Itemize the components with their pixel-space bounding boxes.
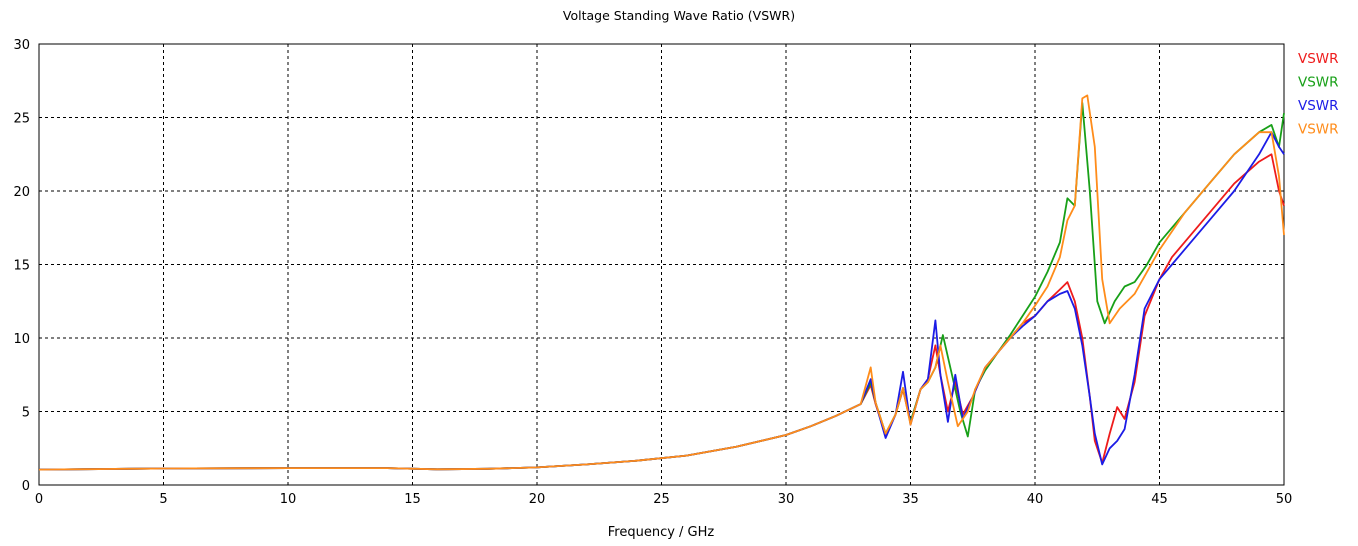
legend-entry-3: VSWR [1298,98,1339,114]
x-tick-label: 10 [280,492,297,507]
series-line-4 [38,94,1285,471]
y-tick-label: 25 [13,112,30,127]
y-tick-label: 0 [22,479,30,494]
x-tick-label: 0 [35,492,43,507]
x-tick-label: 45 [1151,492,1168,507]
x-tick-label: 50 [1276,492,1293,507]
y-tick-label: 10 [13,332,30,347]
legend-entry-2: VSWR [1298,75,1339,91]
x-tick-label: 30 [778,492,795,507]
y-tick-label: 5 [22,406,30,421]
x-tick-label: 40 [1027,492,1044,507]
legend-entry-4: VSWR [1298,122,1339,138]
plot-area [38,43,1285,486]
x-tick-label: 35 [902,492,919,507]
x-tick-label: 5 [159,492,167,507]
tick-labels: 0 5 10 15 20 25 30 35 40 45 50 0 5 10 15 20 25 30 [13,38,1292,507]
series-lines [38,94,1285,471]
chart-title: Voltage Standing Wave Ratio (VSWR) [563,8,795,23]
y-tick-label: 15 [13,259,30,274]
legend: VSWR VSWR VSWR VSWR [1298,51,1339,138]
x-tick-label: 25 [653,492,670,507]
x-axis-label: Frequency / GHz [608,525,715,540]
grid-lines [39,44,1284,485]
legend-entry-1: VSWR [1298,51,1339,67]
x-tick-label: 20 [529,492,546,507]
y-tick-label: 20 [13,185,30,200]
y-tick-label: 30 [13,38,30,53]
x-tick-label: 15 [404,492,421,507]
